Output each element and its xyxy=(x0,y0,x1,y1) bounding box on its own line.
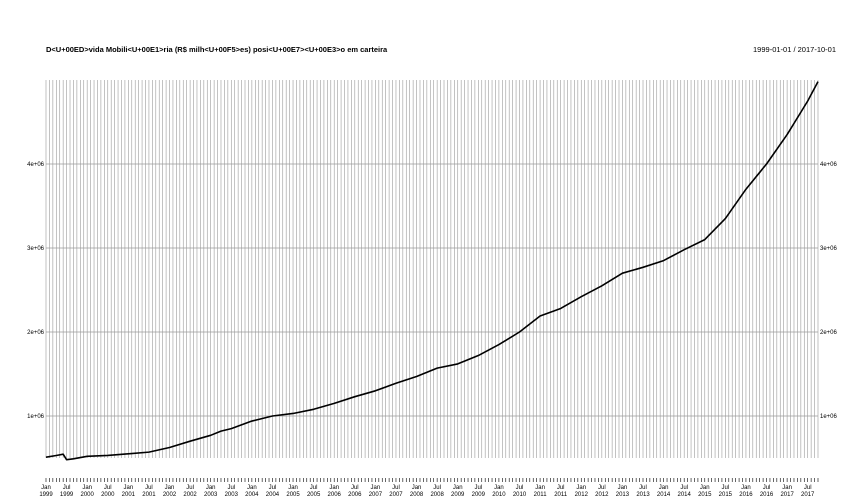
x-tick-label-month: Jan xyxy=(741,485,751,491)
x-tick-label-year: 2005 xyxy=(307,492,321,498)
x-tick-label-month: Jan xyxy=(288,485,298,491)
x-tick-label-year: 2009 xyxy=(451,492,465,498)
x-tick-label-year: 2008 xyxy=(410,492,424,498)
x-tick-label-year: 2001 xyxy=(122,492,136,498)
x-tick-label-month: Jan xyxy=(700,485,710,491)
x-tick-label-month: Jul xyxy=(269,485,277,491)
x-tick-label-year: 2003 xyxy=(225,492,239,498)
x-tick-label-year: 1999 xyxy=(60,492,74,498)
x-tick-label-month: Jan xyxy=(782,485,792,491)
x-tick-label-month: Jan xyxy=(576,485,586,491)
y-tick-label-right: 3e+06 xyxy=(820,246,838,252)
x-tick-label-month: Jan xyxy=(535,485,545,491)
x-tick-label-month: Jan xyxy=(41,485,51,491)
y-tick-label-left: 2e+06 xyxy=(27,330,45,336)
x-tick-label-year: 2008 xyxy=(430,492,444,498)
x-tick-label-month: Jul xyxy=(474,485,482,491)
x-tick-label-month: Jul xyxy=(516,485,524,491)
y-tick-label-left: 3e+06 xyxy=(27,246,45,252)
x-tick-label-year: 2014 xyxy=(678,492,692,498)
x-tick-label-month: Jul xyxy=(680,485,688,491)
x-tick-label-year: 2000 xyxy=(101,492,115,498)
x-tick-label-year: 2015 xyxy=(698,492,712,498)
y-tick-label-right: 1e+06 xyxy=(820,414,838,420)
y-tick-label-left: 4e+06 xyxy=(27,162,45,168)
x-tick-label-month: Jan xyxy=(412,485,422,491)
x-tick-label-month: Jan xyxy=(82,485,92,491)
x-tick-label-year: 2009 xyxy=(472,492,486,498)
x-tick-label-year: 2013 xyxy=(636,492,650,498)
chart-title: D<U+00ED>vida Mobili<U+00E1>ria (R$ milh… xyxy=(46,45,388,54)
x-tick-label-month: Jul xyxy=(763,485,771,491)
x-tick-label-month: Jul xyxy=(104,485,112,491)
x-tick-label-year: 2005 xyxy=(286,492,300,498)
x-tick-label-year: 2010 xyxy=(513,492,527,498)
x-tick-label-month: Jul xyxy=(804,485,812,491)
series-layer xyxy=(45,81,819,461)
x-tick-label-year: 2002 xyxy=(183,492,197,498)
axes: 1e+06 1e+06 2e+06 2e+06 3e+06 3e+06 4e+06 4e+06… xyxy=(27,162,837,498)
x-tick-label-month: Jul xyxy=(145,485,153,491)
x-tick-label-month: Jul xyxy=(63,485,71,491)
x-tick-label-year: 2011 xyxy=(554,492,568,498)
x-tick-label-year: 2000 xyxy=(80,492,94,498)
y-tick-label-left: 1e+06 xyxy=(27,414,45,420)
x-tick-label-year: 2016 xyxy=(739,492,753,498)
x-tick-label-year: 2012 xyxy=(595,492,609,498)
x-tick-label-year: 2017 xyxy=(780,492,794,498)
x-tick-label-year: 2007 xyxy=(369,492,383,498)
x-tick-label-year: 2012 xyxy=(575,492,589,498)
x-tick-label-year: 2006 xyxy=(328,492,342,498)
x-tick-label-year: 2014 xyxy=(657,492,671,498)
x-tick-label-month: Jan xyxy=(124,485,134,491)
x-tick-label-year: 2013 xyxy=(616,492,630,498)
x-tick-label-year: 2002 xyxy=(163,492,177,498)
x-tick-label-year: 2011 xyxy=(534,492,548,498)
x-tick-label-year: 2001 xyxy=(142,492,156,498)
x-tick-label-month: Jul xyxy=(227,485,235,491)
x-tick-label-month: Jul xyxy=(433,485,441,491)
date-range-label: 1999-01-01 / 2017-10-01 xyxy=(753,45,836,54)
x-tick-label-month: Jan xyxy=(659,485,669,491)
series-line xyxy=(45,81,819,461)
x-tick-label-year: 2010 xyxy=(492,492,506,498)
x-tick-label-month: Jul xyxy=(639,485,647,491)
x-tick-label-year: 1999 xyxy=(39,492,53,498)
x-tick-label-year: 2016 xyxy=(760,492,774,498)
x-tick-label-year: 2003 xyxy=(204,492,218,498)
y-tick-label-right: 2e+06 xyxy=(820,330,838,336)
x-tick-label-month: Jul xyxy=(557,485,565,491)
x-tick-label-month: Jul xyxy=(310,485,318,491)
x-tick-label-month: Jul xyxy=(392,485,400,491)
x-tick-label-year: 2006 xyxy=(348,492,362,498)
x-tick-label-year: 2004 xyxy=(245,492,259,498)
x-tick-label-month: Jan xyxy=(329,485,339,491)
x-tick-label-month: Jan xyxy=(453,485,463,491)
grid xyxy=(45,80,819,458)
x-tick-label-year: 2007 xyxy=(389,492,403,498)
x-tick-label-month: Jan xyxy=(371,485,381,491)
x-tick-label-month: Jan xyxy=(165,485,175,491)
x-tick-label-month: Jul xyxy=(598,485,606,491)
y-tick-label-right: 4e+06 xyxy=(820,162,838,168)
x-tick-label-year: 2015 xyxy=(719,492,733,498)
x-tick-label-month: Jan xyxy=(618,485,628,491)
x-tick-label-month: Jan xyxy=(247,485,257,491)
x-tick-label-month: Jan xyxy=(206,485,216,491)
x-tick-label-month: Jul xyxy=(186,485,194,491)
x-tick-label-month: Jul xyxy=(351,485,359,491)
x-tick-label-month: Jan xyxy=(494,485,504,491)
x-tick-label-year: 2004 xyxy=(266,492,280,498)
x-tick-label-month: Jul xyxy=(722,485,730,491)
x-tick-label-year: 2017 xyxy=(801,492,815,498)
